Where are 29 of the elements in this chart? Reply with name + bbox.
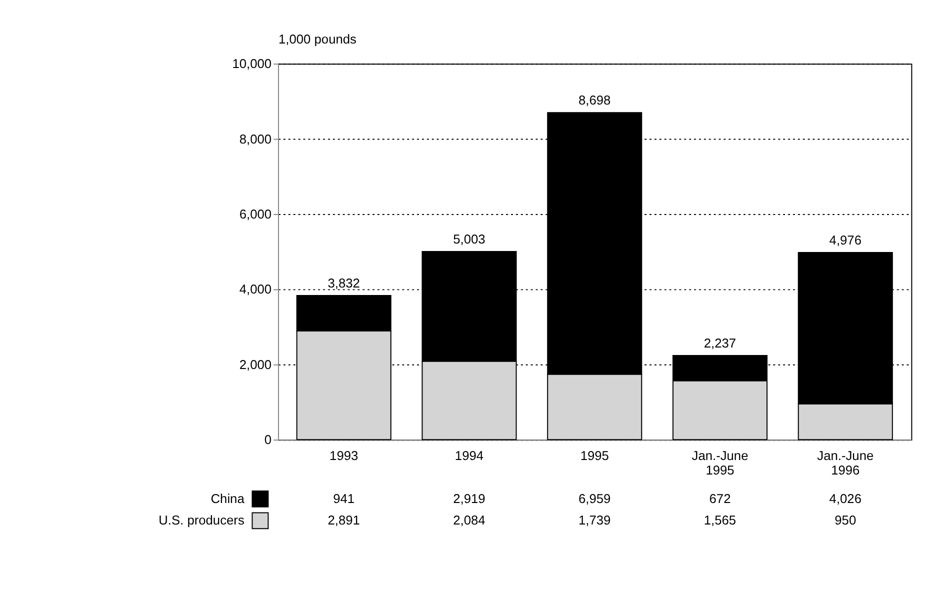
y-axis-title: 1,000 pounds [278,31,356,46]
data-label: 950 [834,512,856,528]
y-tick-label: 0 [264,432,272,448]
data-label: 2,084 [453,512,486,528]
legend-label: U.S. producers [158,512,244,528]
legend-label: China [210,490,246,506]
x-tick-label: 1995 [580,448,609,463]
y-tick-label: 10,000 [232,56,272,72]
y-tick-label: 2,000 [239,356,272,372]
y-tick-label: 8,000 [239,131,272,146]
total-label: 4,976 [829,232,862,248]
x-tick-label: Jan.-June 1996 [817,448,874,478]
data-label: 4,026 [829,490,862,506]
data-label: 1,739 [578,512,611,528]
x-tick-label: 1994 [454,448,484,463]
x-tick-label: Jan.-June 1995 [692,448,748,478]
data-label: 672 [709,490,731,506]
x-tick-label: 1993 [330,448,358,463]
y-tick-label: 4,000 [239,282,272,297]
data-label: 2,891 [328,512,360,528]
y-tick-label: 6,000 [239,206,272,222]
total-label: 5,003 [453,232,486,247]
total-label: 3,832 [328,276,360,291]
data-label: 1,565 [704,512,736,528]
data-label: 941 [333,490,355,506]
data-label: 6,959 [578,490,611,506]
data-label: 2,919 [453,490,486,506]
total-label: 8,698 [578,92,611,108]
total-label: 2,237 [704,336,736,351]
